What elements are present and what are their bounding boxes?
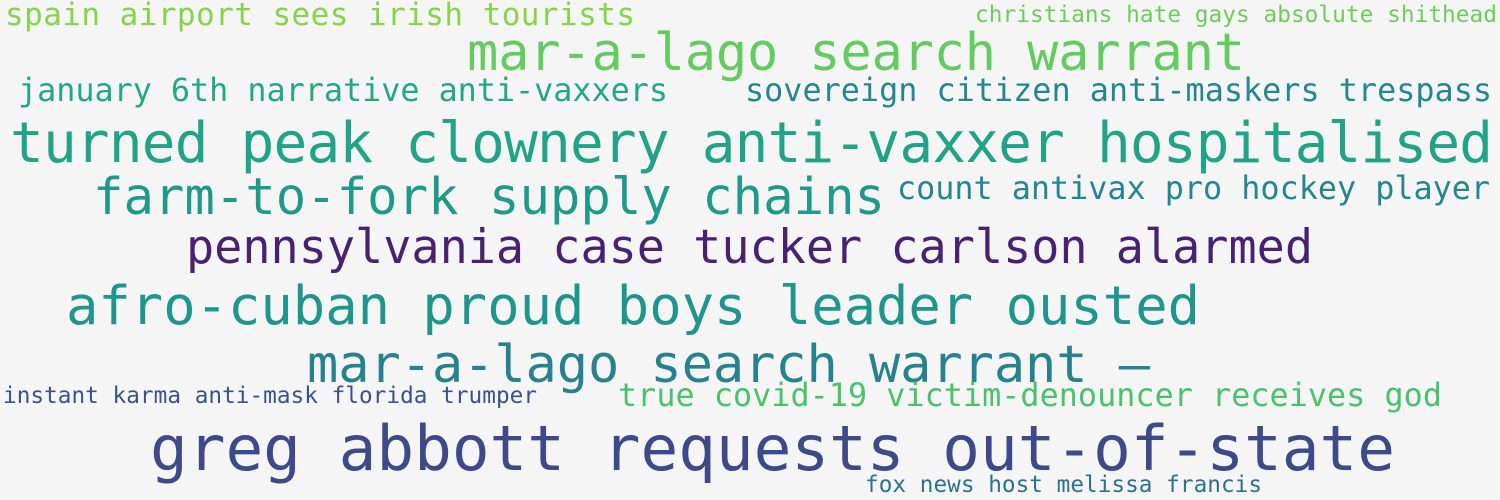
phrase: fox news host melissa francis	[865, 472, 1262, 498]
phrase: mar-a-lago search warrant —	[307, 335, 1151, 395]
phrase: instant karma anti-mask florida trumper	[3, 383, 537, 409]
phrase: january 6th narrative anti-vaxxers	[18, 72, 668, 109]
phrase: christians hate gays absolute shithead	[975, 2, 1497, 28]
phrase: turned peak clownery anti-vaxxer hospita…	[10, 111, 1493, 176]
phrase: spain airport sees irish tourists	[5, 0, 635, 33]
phrase: true covid-19 victim-denouncer receives …	[618, 377, 1442, 414]
phrase: greg abbott requests out-of-state	[150, 412, 1395, 485]
phrase: afro-cuban proud boys leader ousted	[66, 274, 1200, 337]
phrase: farm-to-fork supply chains	[93, 167, 885, 226]
phrase: count antivax pro hockey player	[897, 170, 1490, 207]
phrase: mar-a-lago search warrant	[467, 23, 1245, 83]
phrase: pennsylvania case tucker carlson alarmed	[186, 221, 1313, 275]
phrase: sovereign citizen anti-maskers trespass	[745, 72, 1492, 109]
